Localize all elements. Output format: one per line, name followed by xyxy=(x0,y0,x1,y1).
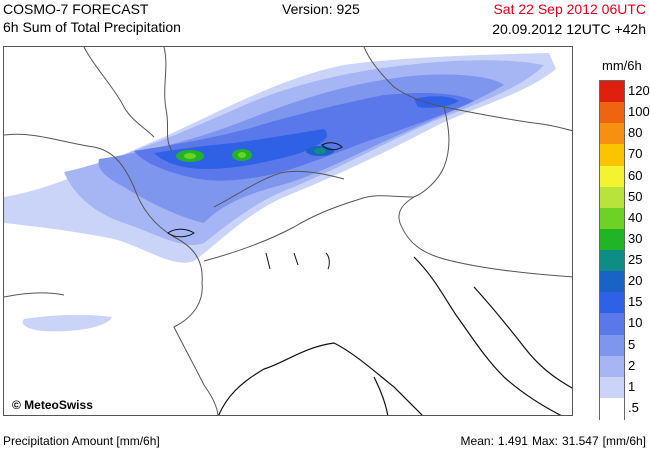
legend-label: 5 xyxy=(628,336,636,352)
precip-area-15mm-east xyxy=(414,96,459,108)
legend-swatch xyxy=(600,355,624,378)
legend-label: 80 xyxy=(628,125,643,141)
version-label: Version: 925 xyxy=(282,1,360,17)
legend-swatch xyxy=(600,228,624,251)
legend-label: .5 xyxy=(628,399,639,415)
legend-swatch xyxy=(600,250,624,272)
legend-unit: mm/6h xyxy=(602,58,642,73)
legend-label: 100 xyxy=(628,104,650,120)
legend-swatch xyxy=(600,292,624,315)
country-borders xyxy=(4,47,572,415)
border-line-5 xyxy=(398,106,572,278)
legend-label: 10 xyxy=(628,315,643,331)
lake-constance xyxy=(321,142,343,151)
lake-geneva xyxy=(167,228,195,238)
legend-swatch xyxy=(600,313,624,336)
legend-label: 2 xyxy=(628,357,636,373)
legend-label: 30 xyxy=(628,230,643,246)
forecast-subtitle: 6h Sum of Total Precipitation xyxy=(3,19,181,35)
legend-label: 1 xyxy=(628,378,636,394)
legend-swatch xyxy=(600,165,624,188)
legend-label: 70 xyxy=(628,146,643,162)
legend-swatch xyxy=(600,334,624,357)
map-canvas xyxy=(4,47,572,415)
legend-swatch xyxy=(600,207,624,230)
mean-value: 1.491 xyxy=(497,434,528,448)
coastline-ligurian xyxy=(218,342,423,415)
legend-swatch xyxy=(600,144,624,167)
footer-stats: Mean: 1.491 Max: 31.547 [mm/6h] xyxy=(457,434,646,448)
legend-swatch xyxy=(600,102,624,125)
max-value: 31.547 xyxy=(561,434,599,448)
legend-label: 60 xyxy=(628,167,643,183)
coastline-adriatic xyxy=(413,256,562,415)
valid-time: Sat 22 Sep 2012 06UTC xyxy=(493,1,646,17)
precip-area-25mm xyxy=(314,148,326,154)
border-line-6 xyxy=(203,195,415,262)
legend-label: 20 xyxy=(628,273,643,289)
legend-label: 50 xyxy=(628,188,643,204)
coastline xyxy=(218,256,572,415)
forecast-title: COSMO-7 FORECAST xyxy=(3,1,149,17)
legend-swatch xyxy=(600,81,624,103)
lake-como xyxy=(293,252,299,266)
legend-swatch xyxy=(600,123,624,146)
legend-label: 25 xyxy=(628,252,643,267)
legend-label: 120 xyxy=(628,83,650,98)
max-label: Max: xyxy=(531,434,558,448)
precip-area-40mm-2 xyxy=(238,152,246,158)
precipitation-map: © MeteoSwiss xyxy=(3,46,573,416)
coastline-corsica xyxy=(373,376,389,415)
legend-swatch xyxy=(600,376,624,399)
run-time: 20.09.2012 12UTC +42h xyxy=(492,21,646,37)
legend-swatch xyxy=(600,186,624,209)
precip-area-40mm-1 xyxy=(184,153,196,159)
border-line-1 xyxy=(4,133,219,415)
copyright-label: © MeteoSwiss xyxy=(10,398,95,412)
border-line-8 xyxy=(4,292,65,298)
legend-label: 15 xyxy=(628,294,643,310)
footer-amount-label: Precipitation Amount [mm/6h] xyxy=(3,434,160,448)
precip-area-1mm-west xyxy=(22,314,113,332)
border-line-3 xyxy=(83,47,155,138)
stats-unit: [mm/6h] xyxy=(602,434,646,448)
border-line-2 xyxy=(163,47,173,152)
coastline-croatia xyxy=(473,286,572,389)
legend-swatch xyxy=(600,397,624,420)
border-line-7 xyxy=(213,170,345,208)
lake-maggiore xyxy=(265,252,271,270)
legend-swatch xyxy=(600,271,624,294)
lake-garda xyxy=(325,252,330,270)
legend-label: 40 xyxy=(628,209,643,225)
mean-label: Mean: xyxy=(460,434,494,448)
lakes xyxy=(167,142,343,270)
color-legend xyxy=(599,80,625,420)
